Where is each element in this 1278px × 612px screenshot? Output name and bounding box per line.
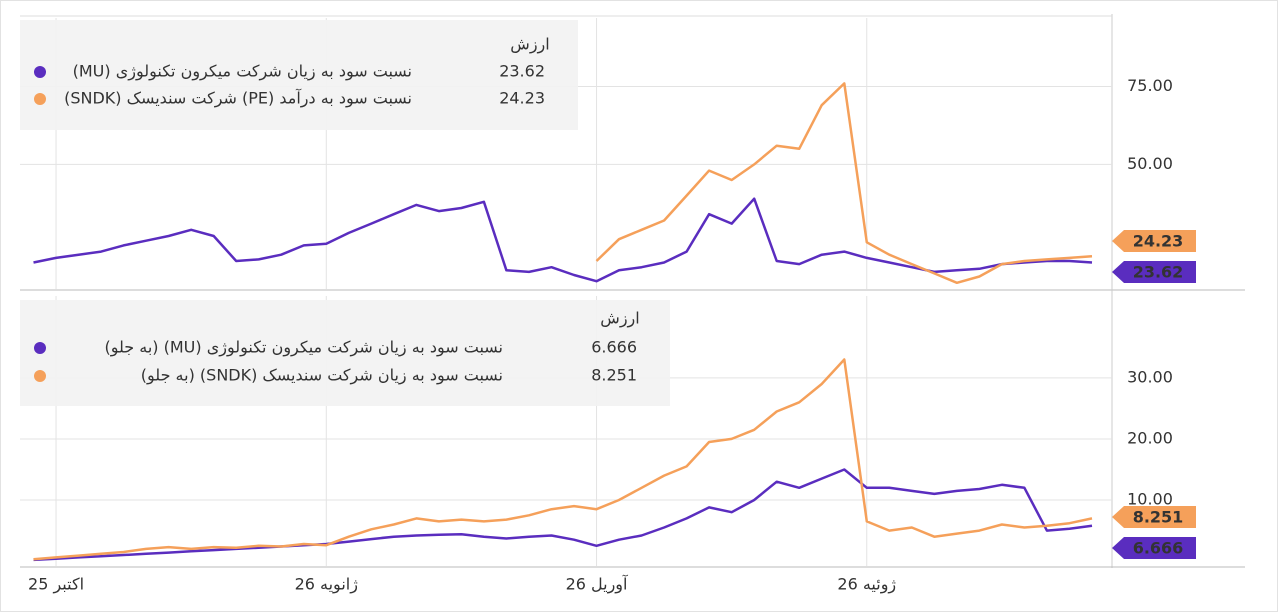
value-flag (1112, 537, 1196, 559)
legend-value: 8.251 (591, 366, 637, 385)
legend-header: ارزش (510, 35, 549, 55)
x-tick-label: ژوئیه 26 (837, 575, 896, 595)
value-flag-label: 23.62 (1133, 263, 1184, 282)
y-tick-label: 10.00 (1127, 490, 1173, 509)
legend-value: 6.666 (591, 338, 637, 357)
x-tick-label: ژانویه 26 (295, 575, 359, 595)
legend-label: نسبت سود به درآمد (PE) شرکت سندیسک (SNDK… (64, 89, 412, 109)
legend-value: 24.23 (499, 89, 545, 108)
legend-marker (34, 93, 46, 105)
legend-value: 23.62 (499, 62, 545, 81)
legend-label: نسبت سود به زیان شرکت میکرون تکنولوژی (M… (73, 62, 412, 82)
value-flag-label: 24.23 (1133, 232, 1184, 251)
y-tick-label: 30.00 (1127, 367, 1173, 386)
legend-marker (34, 66, 46, 78)
value-flag (1112, 261, 1196, 283)
y-tick-label: 75.00 (1127, 76, 1173, 95)
legend-marker (34, 342, 46, 354)
value-flag (1112, 230, 1196, 252)
legend-marker (34, 370, 46, 382)
x-tick-label: اکتبر 25 (28, 575, 84, 595)
legend-box (20, 20, 578, 130)
data-line (33, 197, 1093, 283)
x-tick-label: آوریل 26 (566, 575, 629, 595)
y-tick-label: 20.00 (1127, 428, 1173, 447)
legend-label: نسبت سود به زیان شرکت سندیسک (SNDK) (به … (141, 366, 503, 386)
legend-label: نسبت سود به زیان شرکت میکرون تکنولوژی (M… (104, 338, 503, 358)
value-flag (1112, 506, 1196, 528)
value-flag-label: 6.666 (1133, 539, 1184, 558)
data-line (33, 358, 1093, 561)
value-flag-label: 8.251 (1133, 508, 1184, 527)
data-line (595, 82, 1093, 285)
legend-header: ارزش (600, 309, 639, 329)
y-tick-label: 50.00 (1127, 154, 1173, 173)
legend-box (20, 300, 670, 406)
data-line (33, 468, 1093, 562)
